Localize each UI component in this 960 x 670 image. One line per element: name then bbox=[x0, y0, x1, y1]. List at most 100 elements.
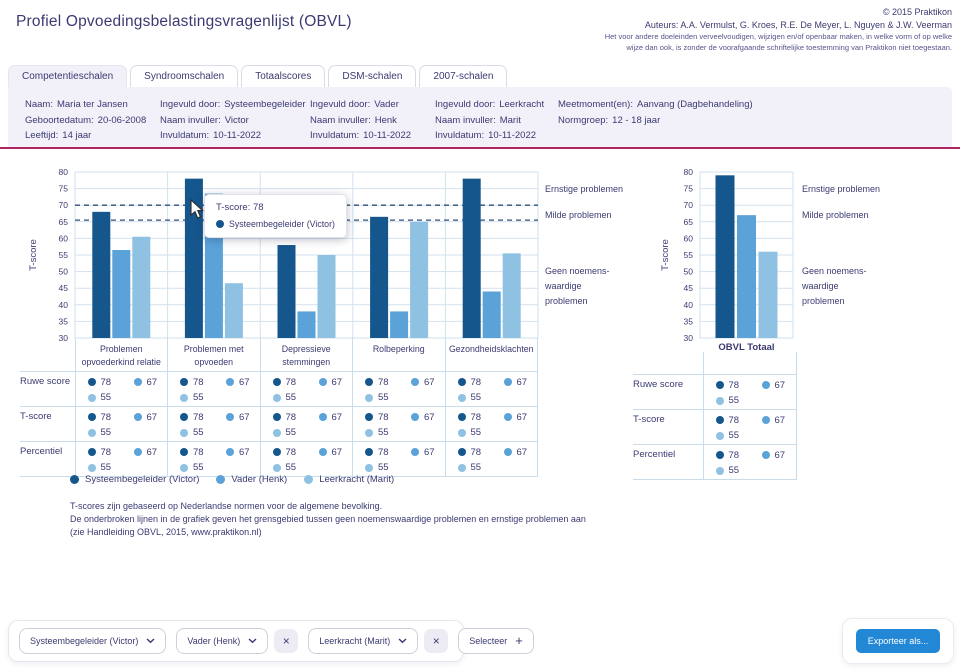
score-value-pair: 78 bbox=[180, 377, 226, 388]
row-label-cell: T-score bbox=[633, 408, 704, 445]
chart-bar[interactable] bbox=[715, 175, 735, 338]
series-dot bbox=[272, 428, 281, 437]
y-axis-label: T-score bbox=[28, 239, 39, 271]
remove-respondent-button[interactable]: × bbox=[424, 629, 449, 653]
score-value: 78 bbox=[728, 449, 740, 461]
score-cell: 78 67 55 bbox=[352, 440, 446, 477]
score-value-pair: 55 bbox=[457, 462, 481, 473]
score-value-pair: 67 bbox=[318, 412, 342, 423]
info-value: 12 - 18 jaar bbox=[612, 114, 661, 126]
tab-competentieschalen[interactable]: Competentieschalen bbox=[8, 65, 128, 87]
series-dot bbox=[133, 413, 142, 421]
score-value: 78 bbox=[285, 411, 297, 423]
select-respondent-button[interactable]: Selecteer + bbox=[458, 628, 534, 654]
series-dot bbox=[87, 448, 96, 456]
score-cell-line: 55 bbox=[168, 462, 260, 475]
chart-bar[interactable] bbox=[317, 255, 336, 338]
row-label-cell: Ruwe score bbox=[633, 373, 704, 410]
copyright-block: © 2015 Praktikon Auteurs: A.A. Vermulst,… bbox=[605, 6, 952, 53]
score-value-pair: 67 bbox=[411, 377, 435, 388]
y-tick-label: 75 bbox=[59, 184, 69, 194]
info-value: Systeembegeleider bbox=[224, 99, 306, 110]
info-label: Invuldatum: bbox=[435, 130, 485, 141]
y-tick-label: 55 bbox=[59, 250, 69, 260]
chevron-down-icon bbox=[248, 638, 257, 644]
info-label: Naam invuller: bbox=[310, 114, 371, 126]
chart-bar[interactable] bbox=[502, 253, 521, 338]
score-value-pair: 55 bbox=[715, 395, 739, 406]
score-cell-line: 78 67 bbox=[446, 377, 538, 390]
respondent-dropdown-chip[interactable]: Systeembegeleider (Victor) bbox=[19, 628, 167, 654]
y-tick-label: 70 bbox=[59, 200, 69, 210]
series-dot bbox=[457, 463, 466, 472]
score-value-pair: 55 bbox=[87, 392, 111, 403]
score-value: 55 bbox=[378, 462, 389, 473]
export-button[interactable]: Exporteer als... bbox=[855, 629, 941, 653]
info-label: Invuldatum: bbox=[310, 130, 360, 141]
severity-zone-label: Ernstige problemen bbox=[545, 184, 624, 194]
legend-label: Vader (Henk) bbox=[231, 474, 288, 485]
table-corner-cell bbox=[20, 338, 76, 372]
score-cell-line: 55 bbox=[261, 392, 353, 405]
chart-bar[interactable] bbox=[184, 178, 203, 338]
chart-bar[interactable] bbox=[462, 178, 481, 338]
tab-syndroomschalen[interactable]: Syndroomschalen bbox=[130, 65, 239, 87]
chart-bar[interactable] bbox=[410, 221, 429, 338]
chart-bar[interactable] bbox=[297, 311, 316, 338]
tab-dsm-schalen[interactable]: DSM-schalen bbox=[328, 65, 417, 87]
respondent-dropdown-chip[interactable]: Leerkracht (Marit) bbox=[308, 628, 419, 654]
chart-bar[interactable] bbox=[370, 216, 389, 338]
score-value-pair: 55 bbox=[365, 427, 389, 438]
score-value: 67 bbox=[774, 379, 786, 391]
info-row: Naam: Maria ter Jansen bbox=[25, 97, 146, 113]
remove-respondent-button[interactable]: × bbox=[274, 629, 299, 653]
disclaimer-line-2: wijze dan ook, is zonder de voorafgaande… bbox=[626, 42, 952, 52]
series-dot bbox=[365, 378, 373, 386]
series-dot bbox=[87, 463, 96, 472]
score-value-pair: 55 bbox=[272, 392, 296, 403]
score-value: 78 bbox=[378, 446, 389, 458]
chart-bar[interactable] bbox=[132, 236, 151, 338]
y-axis-label: T-score bbox=[660, 239, 671, 271]
info-value: 10-11-2022 bbox=[488, 130, 537, 141]
chart-bar[interactable] bbox=[737, 215, 756, 338]
severity-zone-label: Milde problemen bbox=[545, 210, 612, 220]
score-value-pair: 55 bbox=[180, 462, 204, 473]
y-tick-label: 30 bbox=[684, 333, 694, 343]
info-label: Ingevuld door: bbox=[435, 99, 496, 110]
info-label: Naam invuller: bbox=[160, 114, 221, 126]
score-value-pair: 78 bbox=[457, 412, 504, 423]
chart-tooltip: T-score: 78 Systeembegeleider (Victor) bbox=[204, 194, 347, 238]
score-value: 55 bbox=[470, 392, 482, 403]
score-value: 78 bbox=[100, 411, 112, 423]
score-value-pair: 78 bbox=[457, 447, 504, 458]
score-cell: 78 67 55 bbox=[444, 370, 538, 407]
series-dot bbox=[272, 378, 281, 386]
score-value-pair: 55 bbox=[715, 430, 739, 441]
chart-bar[interactable] bbox=[112, 250, 131, 338]
chart-bar[interactable] bbox=[390, 311, 409, 338]
tab-totaalscores[interactable]: Totaalscores bbox=[241, 65, 326, 87]
score-cell-line: 78 67 bbox=[446, 447, 538, 460]
score-value-pair: 67 bbox=[503, 377, 527, 388]
patient-info-column: Naam: Maria ter Jansen Geboortedatum: 20-06… bbox=[25, 97, 146, 144]
chart-bar[interactable] bbox=[758, 251, 778, 338]
score-value-pair: 67 bbox=[226, 412, 250, 423]
score-value-pair: 78 bbox=[180, 412, 226, 423]
chart-bar[interactable] bbox=[224, 283, 243, 338]
score-cell-line: 55 bbox=[446, 462, 538, 475]
score-value: 55 bbox=[285, 462, 297, 473]
score-value-pair: 78 bbox=[365, 377, 411, 388]
chart-bar[interactable] bbox=[92, 211, 111, 338]
score-cell: 78 67 55 bbox=[74, 405, 168, 442]
score-cell-line: 55 bbox=[168, 392, 260, 405]
score-value-pair: 67 bbox=[411, 412, 435, 423]
tab-2007-schalen[interactable]: 2007-schalen bbox=[419, 65, 508, 87]
respondent-dropdown-chip[interactable]: Vader (Henk) bbox=[176, 628, 269, 654]
info-value: 14 jaar bbox=[62, 130, 92, 141]
info-label: Naam invuller: bbox=[435, 114, 496, 126]
chart-bar[interactable] bbox=[482, 291, 501, 338]
score-cell-line: 78 67 bbox=[446, 412, 538, 425]
score-value: 67 bbox=[146, 446, 158, 458]
chart-bar[interactable] bbox=[277, 245, 296, 338]
